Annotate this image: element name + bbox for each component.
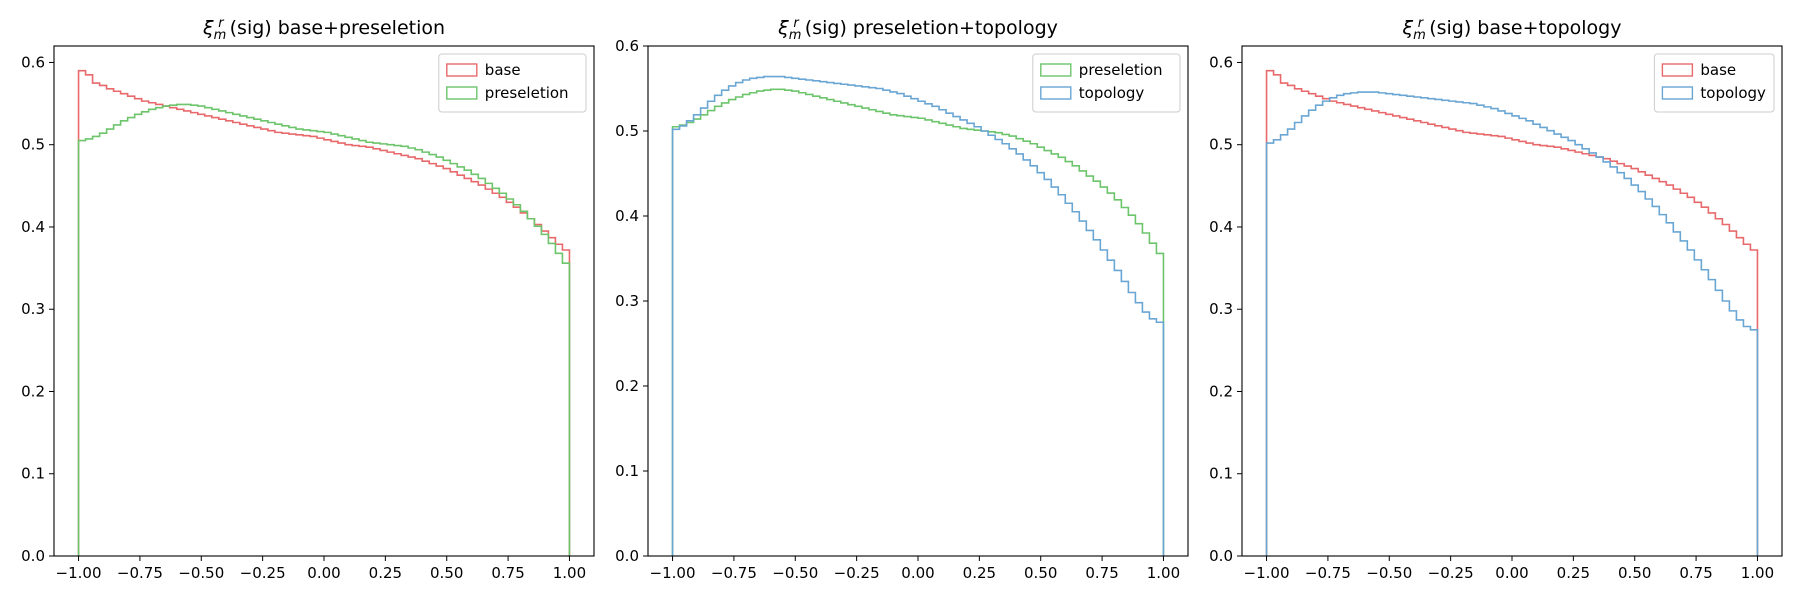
legend-swatch-topology [1040,86,1072,100]
chart-panel-2: ξmr (sig) preseletion+topology −1.00 −0.75… [615,16,1189,582]
legend-box [438,53,587,113]
x-tick-label: 0.75 [1085,564,1118,582]
y-tick-label: 0.0 [1209,547,1233,565]
x-tick-label: −0.75 [117,564,163,582]
y-tick-label: 0.6 [21,53,45,71]
y-tick-label: 0.3 [1209,300,1233,318]
title-symbol: ξ [1402,17,1414,39]
x-tick-label: −0.75 [1305,564,1351,582]
title-subscript: m [214,28,227,43]
legend-label-topology: topology [1700,84,1766,102]
title-symbol: ξ [202,17,214,39]
x-tick-label: 1.00 [1741,564,1774,582]
series-preseletion [671,88,1165,556]
chart-title: ξmr (sig) preseletion+topology [777,16,1058,43]
title-symbol: ξ [777,17,789,39]
y-tick-label: 0.2 [21,382,45,400]
title-subscript: m [789,28,802,43]
series-base [1265,69,1759,556]
legend-label-preseletion: preseletion [1079,61,1163,79]
x-tick-label: 0.75 [1679,564,1712,582]
y-tick-label: 0.6 [615,37,639,55]
x-tick-label: −1.00 [1244,564,1290,582]
y-tick-label: 0.4 [21,218,45,236]
title-text: (sig) preseletion+topology [799,17,1058,39]
x-tick-label: −0.50 [772,564,818,582]
y-tick-label: 0.5 [615,122,639,140]
x-tick-label: 0.50 [430,564,463,582]
x-tick-label: 0.25 [963,564,996,582]
legend-swatch-base [446,63,478,77]
y-tick-label: 0.1 [1209,465,1233,483]
title-subscript: m [1413,28,1426,43]
y-tick-label: 0.2 [1209,382,1233,400]
x-tick-label: −0.25 [834,564,880,582]
title-text: (sig) base+topology [1423,17,1621,39]
legend-box [1032,53,1181,113]
legend-label-preseletion: preseletion [485,84,569,102]
x-tick-label: −0.50 [178,564,224,582]
x-tick-label: 1.00 [1147,564,1180,582]
legend-label-topology: topology [1079,84,1145,102]
x-tick-label: 0.50 [1024,564,1057,582]
legend-swatch-base [1661,63,1694,77]
x-tick-label: 1.00 [553,564,586,582]
legend-swatch-topology [1661,86,1694,100]
series-preseletion [77,103,571,556]
series-base [77,69,571,556]
legend-label-base: base [1700,61,1736,79]
x-tick-label: −1.00 [650,564,696,582]
x-tick-label: 0.00 [307,564,340,582]
legend-swatch-preseletion [446,86,478,100]
x-tick-label: 0.50 [1618,564,1651,582]
x-tick-label: −0.75 [711,564,757,582]
chart-title: ξmr (sig) base+topology [1402,16,1622,43]
title-superscript: r [1418,16,1425,31]
x-tick-label: 0.25 [369,564,402,582]
legend-swatch-preseletion [1040,63,1072,77]
y-tick-label: 0.3 [21,300,45,318]
x-tick-label: 0.75 [491,564,524,582]
chart-panel-1: ξmr (sig) base+preseletion −1.00 −0.75 −0.5… [21,16,595,582]
y-tick-label: 0.4 [1209,218,1233,236]
y-tick-label: 0.4 [615,207,639,225]
y-tick-label: 0.2 [615,377,639,395]
x-tick-label: −0.25 [240,564,286,582]
legend-label-base: base [485,61,521,79]
title-superscript: r [793,16,800,31]
y-tick-label: 0.5 [1209,136,1233,154]
y-tick-label: 0.3 [615,292,639,310]
legend-box [1653,53,1775,113]
x-tick-label: 0.25 [1557,564,1590,582]
y-tick-label: 0.0 [21,547,45,565]
y-tick-label: 0.1 [21,465,45,483]
y-tick-label: 0.0 [615,547,639,565]
chart-title: ξmr (sig) base+preseletion [202,16,445,43]
axes-frame [1241,45,1783,557]
y-tick-label: 0.5 [21,136,45,154]
axes-frame [647,45,1189,557]
y-tick-label: 0.1 [615,462,639,480]
title-text: (sig) base+preseletion [224,17,445,39]
axes-frame [53,45,595,557]
series-topology [671,75,1165,556]
title-superscript: r [218,16,225,31]
y-tick-label: 0.6 [1209,53,1233,71]
x-tick-label: 0.00 [901,564,934,582]
x-tick-label: −0.50 [1366,564,1412,582]
x-tick-label: −1.00 [56,564,102,582]
series-topology [1265,91,1759,556]
chart-panel-3: ξmr (sig) base+topology −1.00 −0.75 −0.50 −0… [1209,16,1783,582]
x-tick-label: 0.00 [1495,564,1528,582]
x-tick-label: −0.25 [1428,564,1474,582]
